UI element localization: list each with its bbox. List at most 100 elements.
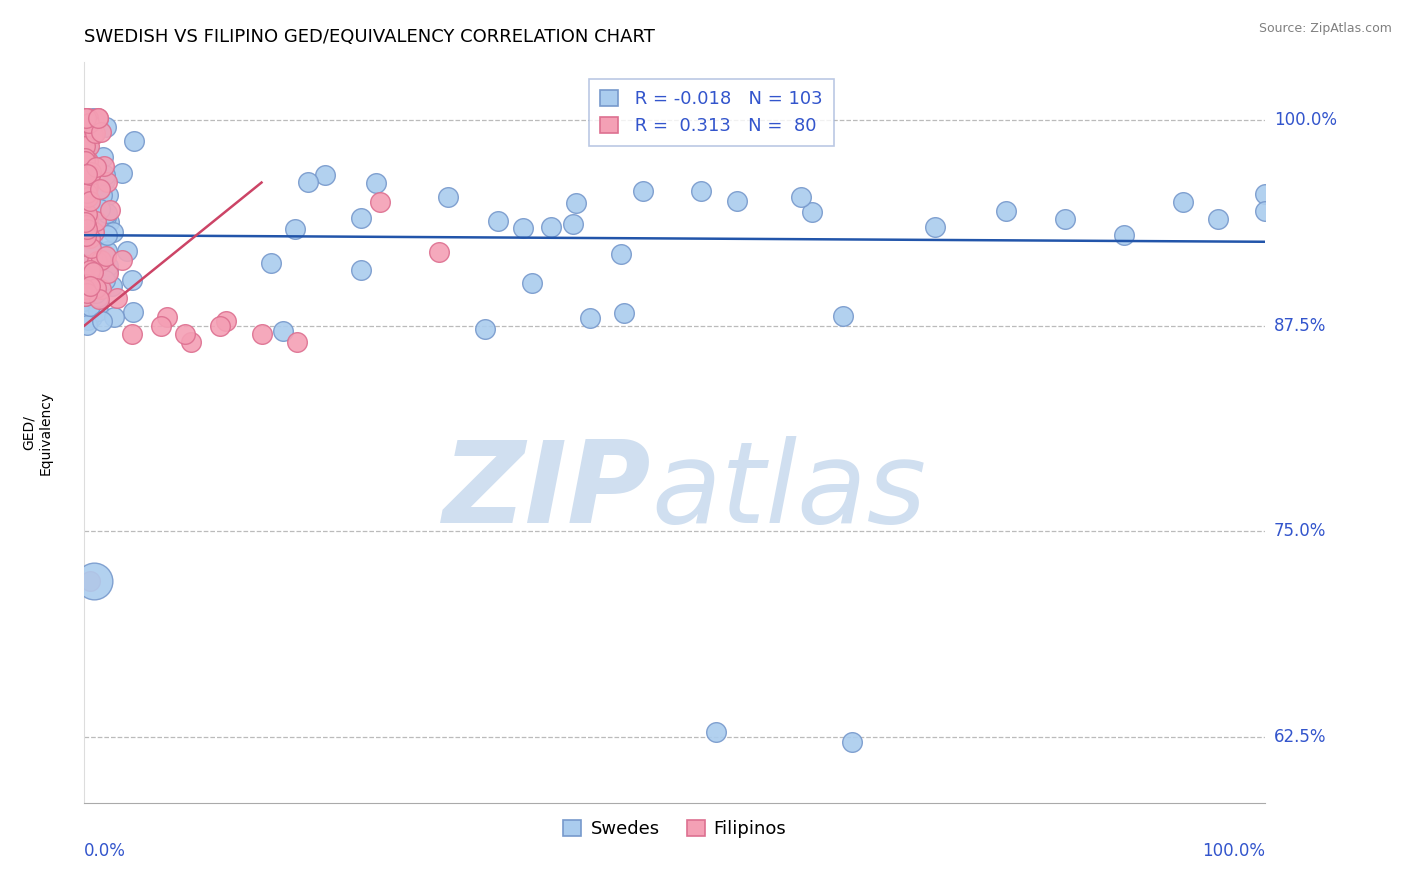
Point xyxy=(87,118,110,132)
Point xyxy=(86,254,108,268)
Point xyxy=(115,244,138,259)
Point xyxy=(73,289,96,303)
Point xyxy=(124,134,146,148)
Point xyxy=(725,194,748,208)
Point xyxy=(83,113,105,128)
Point xyxy=(93,247,115,261)
Point xyxy=(89,183,111,197)
Point xyxy=(512,220,534,235)
Point xyxy=(540,220,562,235)
Point xyxy=(75,157,97,171)
Point xyxy=(209,318,232,333)
Point xyxy=(94,169,117,183)
Point xyxy=(350,263,373,277)
Point xyxy=(801,205,824,219)
Point xyxy=(91,314,114,328)
Text: atlas: atlas xyxy=(651,436,927,548)
Point xyxy=(79,177,101,191)
Point xyxy=(150,318,173,333)
Point xyxy=(350,211,373,226)
Point xyxy=(73,215,96,229)
Text: Source: ZipAtlas.com: Source: ZipAtlas.com xyxy=(1258,22,1392,36)
Point xyxy=(111,253,134,268)
Point xyxy=(180,335,202,350)
Point xyxy=(522,277,544,291)
Point xyxy=(297,175,319,189)
Point xyxy=(75,112,97,126)
Point xyxy=(96,206,118,220)
Point xyxy=(91,188,114,202)
Point xyxy=(77,169,100,183)
Point xyxy=(76,190,98,204)
Point xyxy=(82,128,104,142)
Point xyxy=(704,725,727,739)
Point xyxy=(79,263,101,277)
Point xyxy=(1053,211,1076,226)
Point xyxy=(76,138,98,153)
Point xyxy=(73,282,96,296)
Point xyxy=(110,166,132,180)
Point xyxy=(76,166,98,180)
Point xyxy=(76,258,98,272)
Point xyxy=(82,188,104,202)
Point xyxy=(76,113,98,128)
Point xyxy=(79,299,101,313)
Point xyxy=(841,735,863,749)
Point xyxy=(93,150,115,164)
Point xyxy=(77,283,100,297)
Point xyxy=(96,228,118,243)
Point xyxy=(75,300,97,314)
Point xyxy=(77,125,100,139)
Point xyxy=(77,180,100,194)
Point xyxy=(89,292,111,306)
Point xyxy=(73,116,96,130)
Point xyxy=(79,277,101,291)
Point xyxy=(1206,211,1229,226)
Point xyxy=(76,186,98,201)
Point xyxy=(79,279,101,293)
Point xyxy=(82,276,104,290)
Point xyxy=(76,221,98,235)
Point xyxy=(94,248,117,262)
Point xyxy=(271,324,294,338)
Point xyxy=(76,165,98,179)
Point xyxy=(79,231,101,245)
Point xyxy=(77,153,100,168)
Point xyxy=(75,218,97,232)
Point xyxy=(98,203,121,218)
Point xyxy=(76,258,98,272)
Point xyxy=(94,272,117,286)
Point xyxy=(83,225,105,239)
Point xyxy=(79,278,101,293)
Point xyxy=(80,185,103,199)
Point xyxy=(285,335,308,350)
Point xyxy=(84,285,107,300)
Point xyxy=(103,310,125,324)
Point xyxy=(87,304,110,318)
Point xyxy=(75,229,97,244)
Point xyxy=(93,173,115,187)
Point xyxy=(121,273,143,287)
Text: 100.0%: 100.0% xyxy=(1202,842,1265,860)
Point xyxy=(77,139,100,153)
Point xyxy=(79,168,101,182)
Point xyxy=(259,256,281,270)
Point xyxy=(73,112,96,126)
Point xyxy=(87,290,110,304)
Point xyxy=(105,291,128,305)
Point xyxy=(314,168,336,182)
Point xyxy=(82,232,104,246)
Point xyxy=(84,161,107,175)
Point xyxy=(101,225,124,239)
Point xyxy=(77,313,100,327)
Point xyxy=(368,195,391,210)
Point xyxy=(924,219,946,234)
Point xyxy=(96,244,118,258)
Point xyxy=(84,126,107,140)
Point xyxy=(73,138,96,153)
Point xyxy=(97,266,120,280)
Point xyxy=(613,306,636,320)
Point xyxy=(75,285,97,299)
Point xyxy=(436,189,458,203)
Point xyxy=(790,189,813,203)
